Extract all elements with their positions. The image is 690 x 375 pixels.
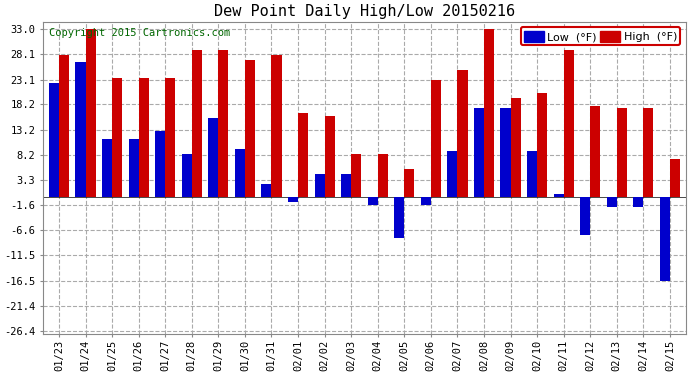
Bar bbox=[324, 116, 335, 197]
Bar bbox=[633, 197, 643, 207]
Bar bbox=[447, 151, 457, 197]
Bar bbox=[208, 118, 218, 197]
Legend: Low  (°F), High  (°F): Low (°F), High (°F) bbox=[521, 27, 680, 45]
Bar bbox=[404, 169, 415, 197]
Bar bbox=[181, 154, 192, 197]
Bar bbox=[377, 154, 388, 197]
Bar bbox=[617, 108, 627, 197]
Bar bbox=[670, 159, 680, 197]
Bar bbox=[394, 197, 404, 237]
Bar bbox=[564, 50, 574, 197]
Bar bbox=[553, 194, 564, 197]
Bar bbox=[262, 184, 271, 197]
Bar bbox=[474, 108, 484, 197]
Bar bbox=[288, 197, 298, 202]
Bar bbox=[660, 197, 670, 281]
Title: Dew Point Daily High/Low 20150216: Dew Point Daily High/Low 20150216 bbox=[214, 4, 515, 19]
Bar bbox=[368, 197, 377, 204]
Bar bbox=[590, 105, 600, 197]
Bar bbox=[457, 70, 468, 197]
Bar bbox=[484, 29, 494, 197]
Bar bbox=[49, 82, 59, 197]
Bar bbox=[218, 50, 228, 197]
Bar bbox=[351, 154, 362, 197]
Bar bbox=[421, 197, 431, 204]
Bar bbox=[341, 174, 351, 197]
Bar bbox=[315, 174, 324, 197]
Bar bbox=[155, 131, 165, 197]
Bar bbox=[271, 55, 282, 197]
Bar bbox=[500, 108, 511, 197]
Bar bbox=[59, 55, 69, 197]
Bar bbox=[128, 138, 139, 197]
Bar bbox=[607, 197, 617, 207]
Bar bbox=[511, 98, 521, 197]
Bar bbox=[537, 93, 547, 197]
Bar bbox=[235, 148, 245, 197]
Bar bbox=[298, 113, 308, 197]
Bar bbox=[643, 108, 653, 197]
Bar bbox=[139, 78, 149, 197]
Bar bbox=[165, 78, 175, 197]
Bar bbox=[431, 80, 441, 197]
Bar bbox=[102, 138, 112, 197]
Bar bbox=[580, 197, 590, 235]
Bar bbox=[86, 29, 96, 197]
Bar bbox=[527, 151, 537, 197]
Bar bbox=[192, 50, 202, 197]
Text: Copyright 2015 Cartronics.com: Copyright 2015 Cartronics.com bbox=[50, 28, 230, 38]
Bar bbox=[245, 60, 255, 197]
Bar bbox=[112, 78, 122, 197]
Bar bbox=[75, 62, 86, 197]
